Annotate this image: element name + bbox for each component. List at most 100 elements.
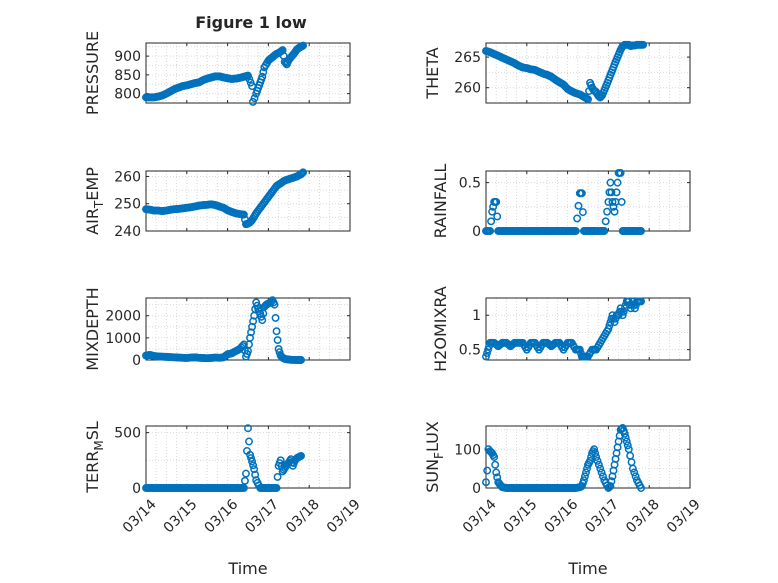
- y-tick-label: 900: [114, 49, 141, 65]
- axes-frame: [145, 42, 351, 104]
- y-axis-label: RAINFALL: [431, 164, 450, 239]
- data-point: [246, 78, 255, 87]
- data-point: [608, 198, 617, 206]
- data-point: [639, 40, 648, 49]
- x-axis-label: Time: [567, 559, 607, 578]
- data-point: [606, 482, 615, 491]
- data-point: [578, 208, 587, 217]
- series-markers: [482, 40, 648, 104]
- y-tick-label: 0: [472, 481, 481, 497]
- data-point: [601, 217, 610, 226]
- data-point: [630, 468, 639, 477]
- subplot-rainfall: 0 0.5 RAINFALL: [431, 164, 691, 240]
- y-axis-label: H2OMIXRA: [431, 286, 450, 372]
- data-point: [628, 464, 637, 473]
- data-point: [597, 468, 606, 477]
- y-axis-label-tail: LUX: [423, 421, 442, 452]
- data-point: [249, 461, 258, 470]
- y-axis-label: MIXDEPTH: [83, 287, 102, 370]
- y-axis-label: TERRMSL: [83, 421, 106, 494]
- y-tick-label: 0: [132, 481, 141, 497]
- y-tick-label: 0: [472, 224, 481, 240]
- y-tick-label: 260: [114, 169, 141, 185]
- data-point: [600, 227, 609, 235]
- data-point: [612, 188, 621, 197]
- axes-frame: [485, 425, 691, 489]
- y-axis-label-main: RAINFALL: [431, 164, 450, 239]
- data-point: [580, 472, 589, 481]
- data-point: [492, 468, 501, 477]
- data-point: [274, 344, 283, 353]
- data-point: [271, 313, 280, 322]
- data-point: [603, 207, 611, 216]
- data-point: [240, 476, 249, 485]
- data-point: [594, 460, 603, 469]
- y-tick-label: 265: [454, 50, 481, 66]
- series-markers: [142, 424, 305, 492]
- y-axis-label-subscript: T: [92, 200, 106, 209]
- data-point: [256, 309, 265, 318]
- data-point: [631, 472, 640, 481]
- data-point: [297, 451, 305, 460]
- y-axis-label-main: TERR: [83, 451, 102, 494]
- data-point: [252, 298, 261, 307]
- y-axis-label-main: PRESSURE: [83, 31, 102, 115]
- data-point: [613, 178, 622, 187]
- subplot-theta: 260 265 THETA: [423, 40, 691, 104]
- y-tick-label: 0.5: [459, 343, 481, 359]
- data-point: [573, 214, 582, 223]
- data-point: [491, 460, 500, 469]
- data-point: [586, 456, 594, 465]
- y-tick-label: 1000: [105, 331, 141, 347]
- series-markers: [482, 297, 645, 361]
- data-point: [619, 307, 628, 316]
- y-axis-label-main: THETA: [423, 47, 442, 99]
- data-point: [484, 345, 492, 354]
- y-axis-label-main: MIXDEPTH: [83, 287, 102, 370]
- data-point: [620, 429, 629, 438]
- data-point: [637, 227, 645, 235]
- data-point: [297, 170, 305, 179]
- data-point: [245, 437, 253, 446]
- data-point: [579, 476, 588, 485]
- data-point: [610, 318, 619, 327]
- data-point: [272, 484, 281, 492]
- data-point: [607, 188, 616, 197]
- series-markers: [482, 423, 645, 492]
- data-point: [259, 68, 268, 77]
- y-axis-label: THETA: [423, 47, 442, 99]
- data-point: [486, 227, 495, 235]
- y-axis-label-main: AIR: [83, 208, 102, 235]
- figure-title: Figure 1 low: [195, 13, 307, 32]
- data-point: [599, 472, 607, 481]
- data-point: [248, 457, 257, 466]
- y-axis-label: SUNFLUX: [423, 421, 446, 493]
- y-tick-label: 240: [114, 224, 141, 240]
- data-point: [610, 207, 619, 216]
- y-tick-label: 800: [114, 87, 141, 103]
- data-point: [591, 449, 600, 458]
- data-point: [574, 201, 583, 210]
- data-point: [607, 477, 616, 486]
- y-tick-label: 1: [472, 308, 481, 324]
- data-point: [482, 478, 490, 487]
- data-point: [593, 456, 602, 465]
- data-point: [487, 217, 496, 226]
- data-point: [258, 72, 267, 81]
- data-point: [266, 298, 275, 307]
- y-tick-label: 260: [454, 81, 481, 97]
- y-axis-label-main: SUN: [423, 459, 442, 493]
- data-point: [270, 300, 279, 309]
- data-point: [604, 484, 613, 492]
- y-tick-label: 500: [114, 426, 141, 442]
- data-point: [246, 450, 254, 459]
- data-point: [272, 327, 281, 336]
- data-point: [584, 95, 592, 104]
- data-point: [493, 212, 502, 221]
- y-axis-label-tail: EMP: [83, 167, 102, 201]
- y-tick-label: 0.5: [459, 176, 481, 192]
- axes-frame: [145, 170, 351, 232]
- y-axis-label-subscript: M: [92, 440, 106, 450]
- series-markers: [142, 296, 305, 364]
